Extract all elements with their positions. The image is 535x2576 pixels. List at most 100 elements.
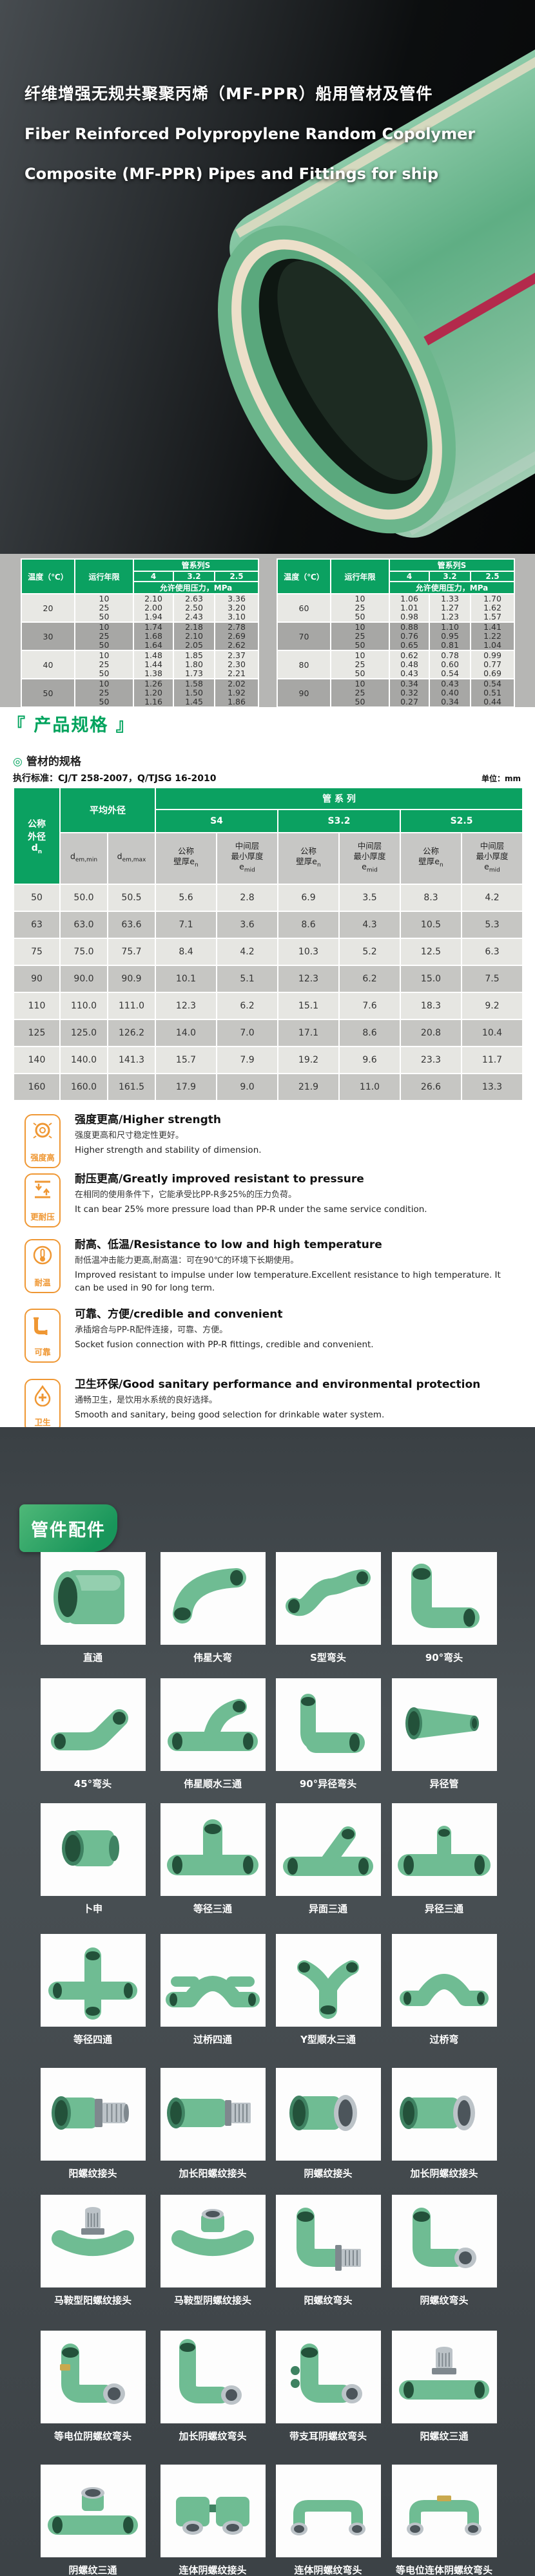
fitting-label: 过桥弯 [429, 2034, 459, 2045]
value-cell: 8.6 [338, 1019, 401, 1047]
circle-bullet-icon: ◎ [13, 755, 23, 768]
table-row: 70 10 25 50 0.88 0.76 0.65 1.10 0.95 0.81 1.41… [277, 621, 516, 651]
bigbend-icon [173, 1568, 246, 1624]
fitting-label: 过桥四通 [193, 2034, 232, 2045]
dn-cell: 140 [13, 1046, 61, 1074]
s32-cell: 2.18 2.10 2.05 [173, 621, 215, 651]
fitting-label: 加长阳螺纹接头 [179, 2168, 247, 2179]
pipe-photo [218, 0, 535, 538]
table-row: 60 10 25 50 1.06 1.01 0.98 1.33 1.27 1.23 1.70… [277, 593, 516, 623]
fitting-label: 直通 [83, 1652, 102, 1663]
value-cell: 10.3 [277, 938, 340, 966]
years-cell: 10 25 50 [74, 650, 134, 679]
value-cell: 111.0 [107, 992, 156, 1020]
fitting-label: 阴螺纹三通 [68, 2564, 117, 2576]
value-cell: 23.3 [400, 1046, 462, 1074]
value-cell: 3.5 [338, 884, 401, 912]
value-cell: 90.9 [107, 965, 156, 993]
feature-text-en: It can bear 25% more pressure load than … [75, 1204, 427, 1215]
bridgecross-icon [166, 1976, 260, 2007]
col-years: 运行年限 [74, 558, 134, 594]
sweeptee-icon [168, 1699, 258, 1751]
feature-title: 耐压更高/Greatly improved resistant to press… [75, 1173, 364, 1186]
saddleF-icon [171, 2209, 254, 2256]
value-cell: 4.2 [216, 938, 278, 966]
fitting-card [160, 2465, 266, 2557]
value-cell: 63.6 [107, 911, 156, 939]
value-cell: 8.6 [277, 911, 340, 939]
s25-cell: 2.78 2.69 2.62 [213, 621, 260, 651]
fitting-card [392, 2068, 497, 2161]
table-header-row: S4 S3.2 S2.5 [14, 809, 524, 833]
value-cell: 14.0 [155, 1019, 217, 1047]
s25-cell: 3.36 3.20 3.10 [213, 593, 260, 623]
series-col: 4 [389, 571, 430, 582]
droplet-icon [34, 1385, 51, 1406]
fittings-banner: 管件配件 [19, 1504, 117, 1552]
value-cell: 50.5 [107, 884, 156, 912]
feature-text-cn: 在相同的使用条件下，它能承受比PP-R多25%的压力负荷。 [75, 1190, 297, 1200]
col-avg-od: 平均外径 [59, 787, 156, 833]
fitting-card [41, 1803, 146, 1896]
table-row: 63 63.0 63.6 7.1 3.6 8.6 4.3 10.5 5.3 [13, 911, 524, 939]
value-cell: 15.0 [400, 965, 462, 993]
fitting-label: 带支耳阴螺纹弯头 [289, 2430, 367, 2442]
fitting-card [160, 1803, 266, 1896]
fitting-card [276, 1678, 381, 1771]
s4-cell: 0.62 0.48 0.43 [389, 650, 430, 679]
value-cell: 7.0 [216, 1019, 278, 1047]
fitting-card [160, 1934, 266, 2027]
temp-cell: 20 [21, 593, 75, 623]
fitting-card [392, 1803, 497, 1896]
dn-cell: 90 [13, 965, 61, 993]
table-header-row: 4 3.2 2.5 [21, 571, 260, 582]
series-col: 2.5 [469, 571, 516, 582]
fitting-label: 卜申 [83, 1903, 102, 1915]
value-cell: 7.9 [216, 1046, 278, 1074]
elbowM-icon [297, 2208, 361, 2271]
temp-cell: 90 [277, 678, 331, 708]
fitting-label: 马鞍型阴螺纹接头 [173, 2295, 251, 2306]
years-cell: 10 25 50 [330, 593, 390, 623]
value-cell: 8.3 [400, 884, 462, 912]
years-cell: 10 25 50 [74, 621, 134, 651]
value-cell: 15.1 [277, 992, 340, 1020]
standard-text: 执行标准：CJ/T 258-2007，Q/TJSG 16-2010 [13, 773, 217, 784]
feature-text-cn: 耐低温冲击能力更高,耐高温：可在90℃的环境下长期使用。 [75, 1256, 299, 1265]
s32-cell: 1.85 1.80 1.73 [173, 650, 215, 679]
fitting-label: 连体阴螺纹弯头 [294, 2564, 362, 2576]
feature-badge: 强度高 [24, 1114, 61, 1168]
s4-cell: 0.34 0.32 0.27 [389, 678, 430, 708]
table-row: 110 110.0 111.0 12.3 6.2 15.1 7.6 18.3 9.2 [13, 992, 524, 1020]
feature-badge: 卫生 [24, 1379, 61, 1433]
col-dem-max: dem,max [107, 832, 156, 885]
fitting-label: 连体阴螺纹接头 [179, 2564, 247, 2576]
elbow45-icon [51, 1709, 128, 1750]
bushing-icon [62, 1830, 119, 1866]
dn-cell: 110 [13, 992, 61, 1020]
fitting-card [276, 2331, 381, 2423]
feature-title: 强度更高/Higher strength [75, 1113, 222, 1126]
temp-cell: 50 [21, 678, 75, 708]
table-row: 50 10 25 50 1.26 1.20 1.16 1.58 1.50 1.45 2.02… [21, 678, 260, 708]
s4-cell: 0.88 0.76 0.65 [389, 621, 430, 651]
product-title-en-line1: Fiber Reinforced Polypropylene Random Co… [24, 125, 476, 143]
years-cell: 10 25 50 [74, 593, 134, 623]
col-series: 管系列S [388, 558, 516, 572]
elbowF-icon [413, 2208, 476, 2268]
table-row: 30 10 25 50 1.74 1.68 1.64 2.18 2.10 2.05 2.78… [21, 621, 260, 651]
feature-text-en: Improved resistant to impulse under low … [75, 1270, 501, 1293]
fitting-card [392, 1934, 497, 2027]
value-cell: 3.6 [216, 911, 278, 939]
col-mid-layer-thickness: 中间层 最小厚度 emid [338, 832, 401, 885]
unit-text: 单位：mm [481, 774, 521, 783]
fitting-card [276, 1934, 381, 2027]
value-cell: 21.9 [277, 1073, 340, 1101]
adapterF-icon [289, 2095, 357, 2131]
table-row: 40 10 25 50 1.48 1.44 1.38 1.85 1.80 1.73 2.37… [21, 650, 260, 679]
value-cell: 6.9 [277, 884, 340, 912]
feature-title: 耐高、低温/Resistance to low and high tempera… [75, 1238, 382, 1251]
feature-text-cn: 通畅卫生，是饮用水系统的良好选择。 [75, 1396, 218, 1405]
section-title-product-spec: 『 产品规格 』 [8, 715, 135, 735]
feature-text-en: Smooth and sanitary, being good selectio… [75, 1410, 385, 1420]
